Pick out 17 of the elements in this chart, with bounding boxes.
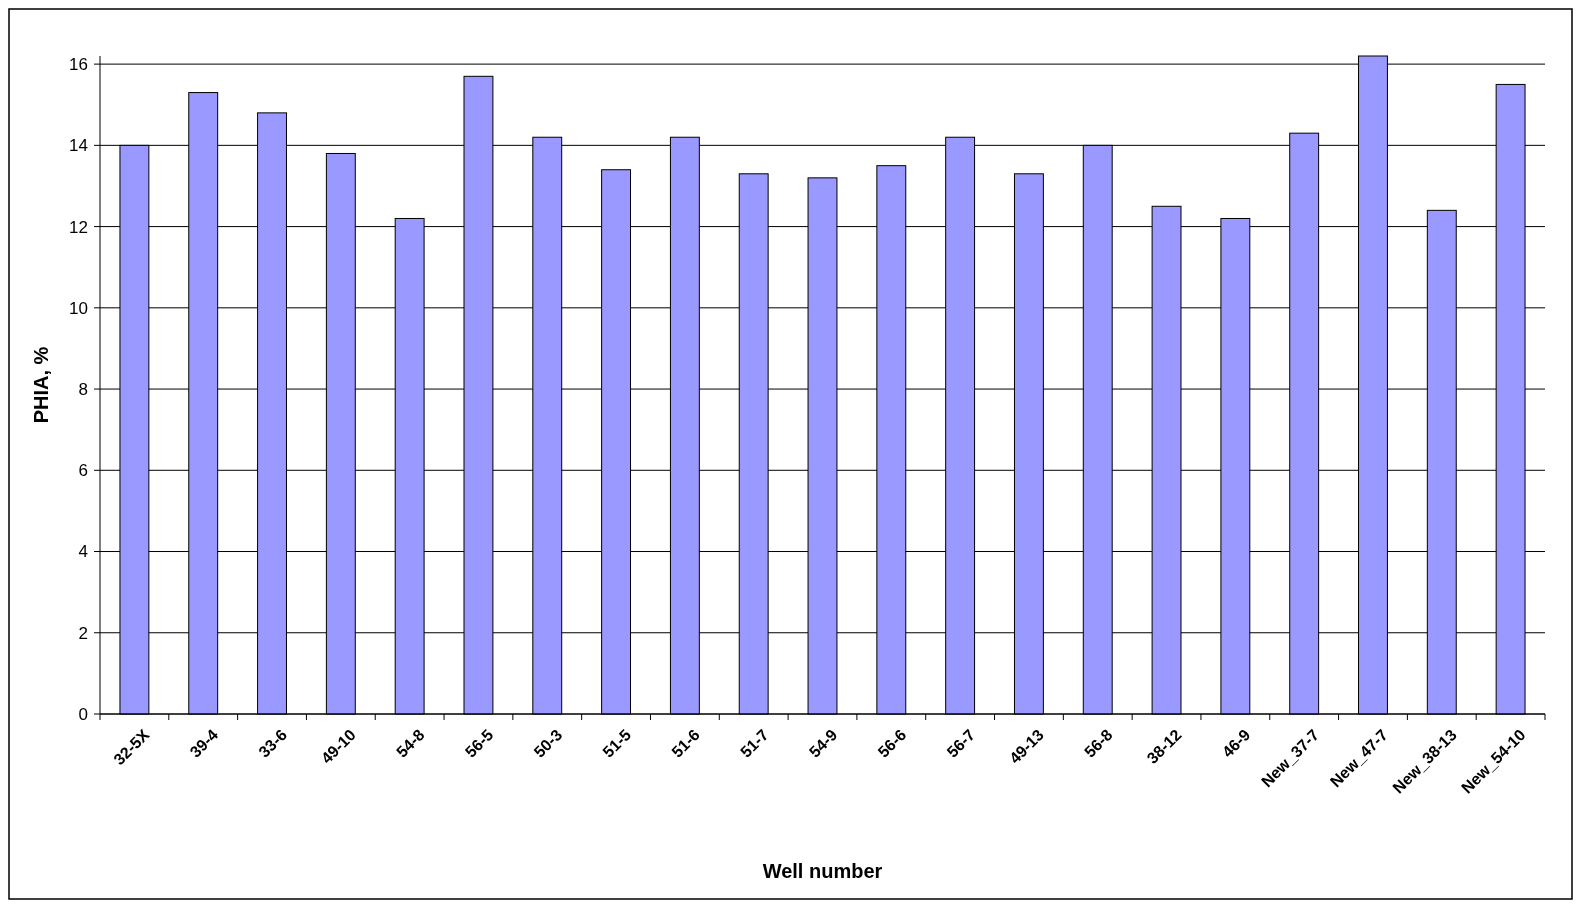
y-tick-label: 12 (69, 217, 88, 237)
y-tick-label: 0 (78, 704, 88, 724)
y-tick-label: 14 (69, 136, 88, 156)
y-tick-label: 16 (69, 55, 88, 75)
y-tick-label: 4 (78, 542, 88, 562)
y-tick-label: 10 (69, 298, 88, 318)
x-tick-label: 51-6 (668, 725, 703, 761)
y-tick-label: 6 (78, 461, 88, 481)
x-tick-label: 33-6 (255, 725, 291, 761)
x-axis-title: Well number (762, 860, 883, 882)
x-tick-label: 46-9 (1218, 725, 1254, 761)
y-tick-label: 2 (78, 623, 88, 643)
y-axis-title: PHIA, % (30, 346, 52, 424)
x-tick-label: 56-6 (874, 725, 910, 761)
x-tick-label: 50-3 (530, 725, 566, 761)
y-tick-label: 8 (78, 380, 88, 400)
x-tick-label: 54-9 (805, 725, 841, 761)
